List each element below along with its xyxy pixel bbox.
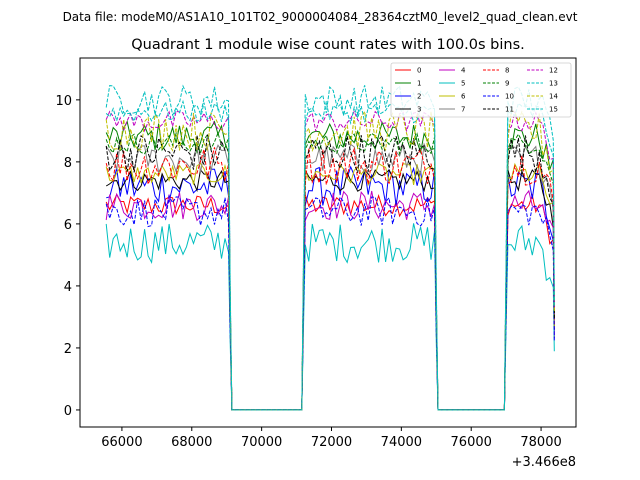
legend-box [390,62,572,118]
legend-label-4: 4 [461,67,466,75]
x-tick-label: 76000 [451,435,492,450]
chart-title: Quadrant 1 module wise count rates with … [131,37,525,53]
x-tick-label: 78000 [520,435,561,450]
legend-label-10: 10 [505,93,514,101]
legend-label-13: 13 [549,80,558,88]
chart-suptitle: Data file: modeM0/AS1A10_101T02_90000040… [63,10,578,24]
x-tick-label: 72000 [311,435,352,450]
y-tick-label: 8 [64,156,72,171]
legend-label-11: 11 [505,106,514,114]
y-tick-label: 6 [64,218,72,233]
legend-label-9: 9 [505,80,509,88]
x-tick-label: 68000 [171,435,212,450]
series-line-10 [105,194,555,411]
legend-label-12: 12 [549,67,558,75]
y-tick-label: 10 [55,94,72,109]
series-line-15 [105,99,555,411]
x-offset-label: +3.466e8 [512,455,576,470]
legend-label-2: 2 [417,93,421,101]
y-tick-label: 2 [64,342,72,357]
axes-frame [79,57,577,428]
legend-label-6: 6 [461,93,466,101]
y-tick-label: 4 [64,280,72,295]
legend-label-7: 7 [461,106,465,114]
legend-label-3: 3 [417,106,421,114]
legend-label-0: 0 [417,67,421,75]
x-tick-label: 70000 [241,435,282,450]
y-axis: 0 2 4 6 8 10 [55,94,80,419]
legend-label-15: 15 [549,106,558,114]
x-axis: 66000 68000 70000 72000 74000 76000 78000 [101,427,562,450]
x-tick-label: 74000 [381,435,422,450]
x-tick-label: 66000 [101,435,142,450]
y-tick-label: 0 [64,404,72,419]
legend-label-14: 14 [549,93,558,101]
legend-label-5: 5 [461,80,465,88]
legend-label-1: 1 [417,80,421,88]
legend-label-8: 8 [505,67,509,75]
plot-lines [105,84,555,411]
